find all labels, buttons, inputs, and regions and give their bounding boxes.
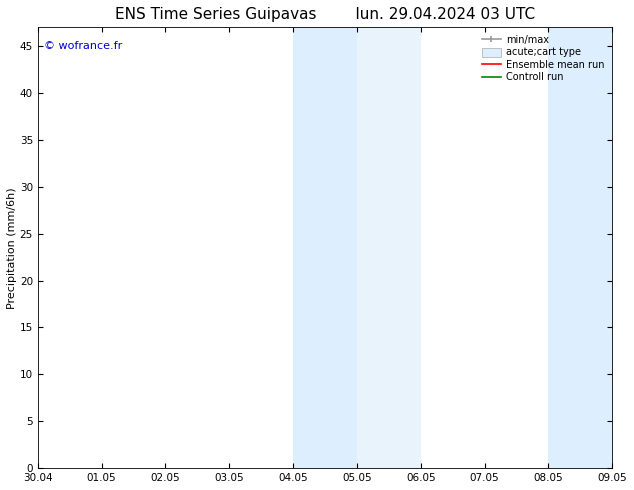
Bar bbox=[357, 27, 421, 468]
Y-axis label: Precipitation (mm/6h): Precipitation (mm/6h) bbox=[7, 187, 17, 309]
Text: © wofrance.fr: © wofrance.fr bbox=[44, 41, 122, 50]
Legend: min/max, acute;cart type, Ensemble mean run, Controll run: min/max, acute;cart type, Ensemble mean … bbox=[479, 32, 607, 85]
Title: ENS Time Series Guipavas        lun. 29.04.2024 03 UTC: ENS Time Series Guipavas lun. 29.04.2024… bbox=[115, 7, 535, 22]
Bar bbox=[293, 27, 357, 468]
Bar bbox=[548, 27, 612, 468]
